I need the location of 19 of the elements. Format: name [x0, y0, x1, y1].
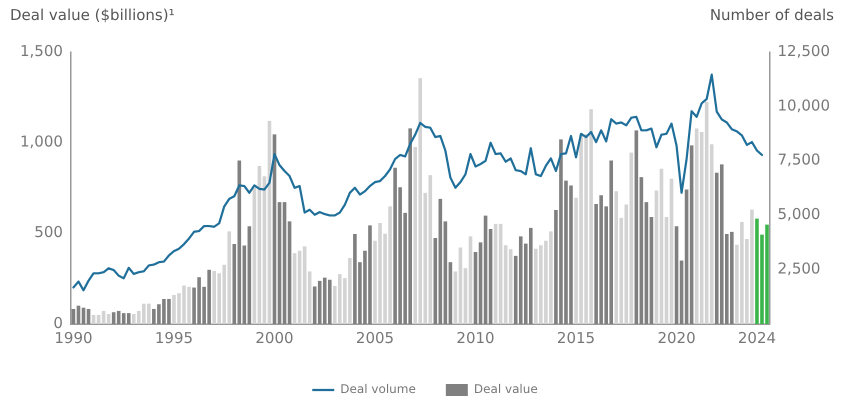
y2-tick-label: 10,000 — [778, 96, 830, 114]
y2-tick-label: 5,000 — [778, 205, 820, 224]
y-tick-label: 1,500 — [20, 42, 63, 60]
y-tick-label: 500 — [34, 223, 63, 242]
legend-label: Deal volume — [340, 382, 416, 396]
x-tick-label: 2015 — [556, 328, 596, 347]
y2-tick-label: 2,500 — [778, 259, 820, 278]
x-tick-label: 2005 — [356, 328, 394, 347]
x-tick-label: 2000 — [255, 328, 294, 347]
x-tick-label: 2020 — [657, 328, 696, 347]
x-tick-label: 1995 — [154, 328, 194, 347]
x-tick-label: 2024 — [738, 328, 776, 347]
y2-tick-label: 12,500 — [778, 42, 830, 60]
y-axis-title: Deal value ($billions)¹ — [10, 6, 175, 24]
legend-label: Deal value — [474, 382, 538, 396]
y2-axis-title: Number of deals — [710, 6, 834, 24]
y2-tick-label: 7,500 — [778, 150, 820, 169]
y-tick-label: 1,000 — [20, 132, 63, 151]
x-tick-label: 2010 — [456, 328, 495, 347]
